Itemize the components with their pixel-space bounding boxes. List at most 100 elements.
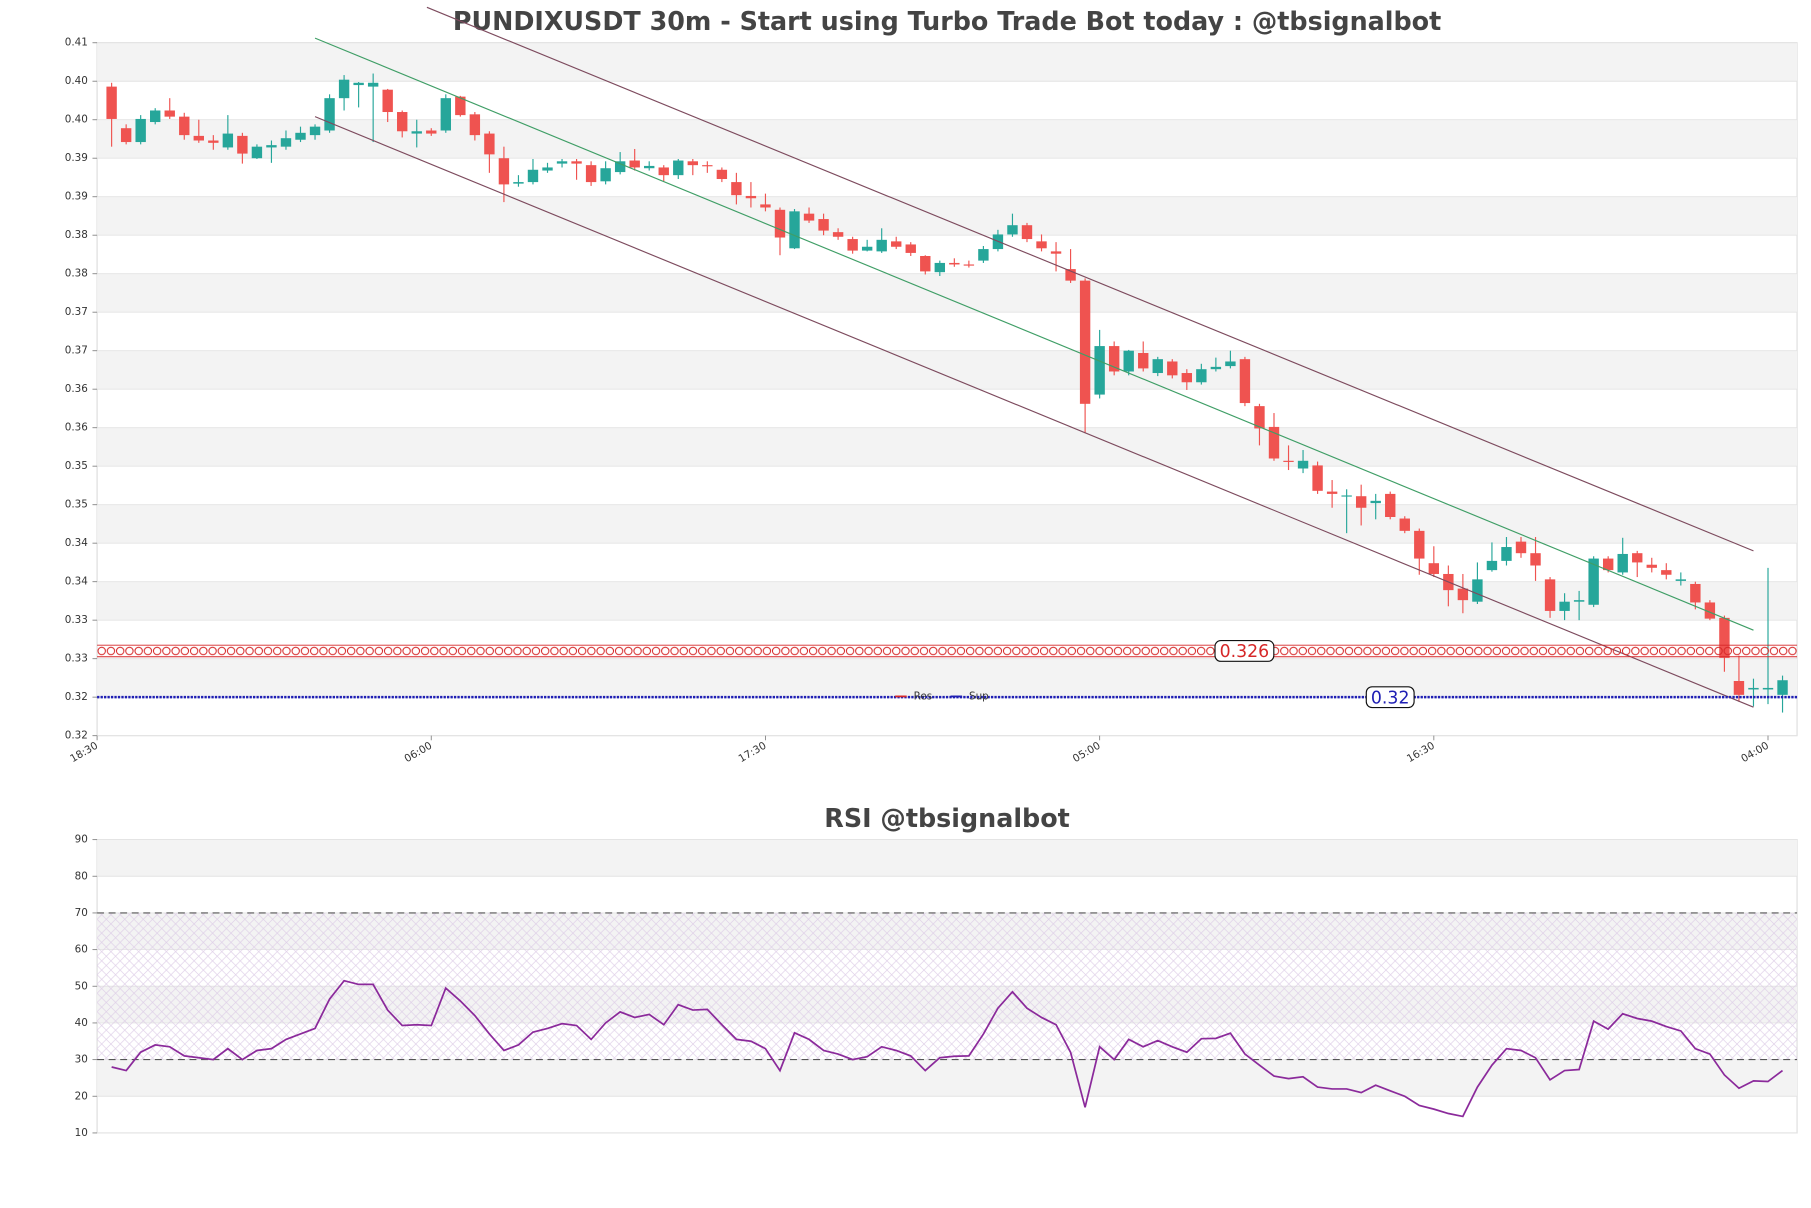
candle-body: [1312, 465, 1323, 491]
candle-body: [1123, 350, 1134, 372]
candle-body: [1632, 553, 1643, 563]
candle-body: [1094, 346, 1105, 395]
candle-body: [353, 82, 364, 86]
candle-body: [1704, 602, 1716, 619]
candle-body: [542, 167, 553, 171]
candle-body: [1268, 426, 1280, 459]
candle-body: [1457, 588, 1469, 601]
level-label-text: 0.326: [1220, 642, 1270, 662]
stripe: [97, 581, 1798, 621]
y-tick-label: 10: [75, 1127, 88, 1139]
candle-body: [1108, 346, 1120, 372]
candle-body: [367, 82, 379, 87]
candle-body: [382, 89, 393, 113]
level-label-box: [1214, 639, 1275, 662]
level-label: 0.32: [1365, 686, 1415, 709]
legend-label: Res: [914, 690, 933, 702]
candle-body: [266, 145, 277, 148]
candle-body: [1283, 460, 1294, 462]
candle-body: [1399, 518, 1410, 531]
candle-body: [861, 246, 873, 251]
candle-body: [513, 182, 524, 184]
chart-title: RSI @tbsignalbot: [824, 803, 1070, 833]
candle-body: [1007, 225, 1018, 235]
trend-line: [314, 37, 1754, 631]
candle-body: [1181, 373, 1193, 383]
candle-body: [1210, 366, 1222, 370]
candle-body: [556, 161, 568, 164]
candle-body: [1326, 491, 1338, 494]
candle-body: [774, 209, 786, 238]
y-tick-label: 0.35: [65, 499, 88, 511]
candle-body: [1297, 460, 1309, 469]
candle-body: [1385, 493, 1396, 517]
candle-body: [1254, 406, 1265, 429]
y-tick-label: 0.33: [65, 614, 88, 626]
candle-body: [135, 118, 146, 143]
y-tick-label: 0.36: [65, 422, 88, 434]
candle-body: [1646, 564, 1657, 568]
candle-body: [1559, 601, 1570, 611]
candle-body: [1530, 553, 1541, 566]
candle-body: [1690, 583, 1701, 603]
candle-body: [193, 135, 204, 141]
candle-body: [280, 138, 292, 147]
candle-body: [731, 182, 742, 196]
candle-body: [1370, 500, 1381, 504]
candle-body: [164, 110, 175, 117]
candle-body: [455, 96, 466, 116]
candle-body: [920, 255, 931, 272]
y-tick-label: 0.36: [65, 383, 88, 395]
x-tick-label: 05:00: [1071, 740, 1103, 765]
level-band: [97, 645, 1798, 657]
x-tick-label: 18:30: [68, 740, 100, 765]
candle-body: [150, 110, 161, 123]
y-tick-label: 0.40: [65, 75, 88, 87]
y-tick-label: 20: [75, 1090, 88, 1102]
candle-body: [614, 161, 626, 173]
stripe: [97, 196, 1798, 236]
candle-body: [426, 130, 437, 134]
rsi-line: [111, 979, 1784, 1118]
candle-body: [644, 165, 655, 169]
level-label: 0.326: [1214, 639, 1275, 662]
level-label-box: [1365, 686, 1415, 709]
candle-body: [891, 241, 902, 247]
y-tick-label: 70: [75, 907, 88, 919]
candle-body: [1239, 359, 1251, 404]
x-tick-label: 04:00: [1739, 740, 1771, 765]
legend-label: Sup: [969, 690, 989, 702]
candle-body: [237, 135, 248, 154]
candle-body: [1617, 553, 1628, 573]
y-tick-label: 80: [75, 870, 88, 882]
stripe: [97, 427, 1798, 467]
candle-body: [1355, 496, 1367, 508]
candle-body: [760, 204, 771, 208]
x-tick-label: 17:30: [737, 740, 769, 765]
candle-body: [818, 219, 829, 231]
candle-body: [1588, 558, 1599, 605]
candle-body: [702, 165, 713, 167]
y-tick-label: 0.32: [65, 691, 88, 703]
stripe: [97, 504, 1798, 544]
candle-body: [789, 211, 800, 249]
candle-body: [1167, 361, 1178, 376]
stripe: [97, 658, 1798, 698]
candle-body: [338, 79, 350, 99]
candle-body: [1472, 579, 1483, 602]
candle-body: [658, 167, 669, 176]
candle-body: [832, 232, 844, 237]
candle-body: [905, 244, 916, 253]
stripe: [97, 119, 1798, 159]
candle-body: [1428, 563, 1440, 574]
candle-body: [934, 262, 946, 273]
candle-body: [687, 161, 699, 166]
y-tick-label: 0.39: [65, 152, 88, 164]
candle-body: [1733, 680, 1745, 695]
candle-body: [411, 131, 422, 134]
candle-body: [1152, 359, 1163, 374]
chart-title: PUNDIXUSDT 30m - Start using Turbo Trade…: [453, 6, 1441, 36]
x-tick-label: 06:00: [402, 740, 434, 765]
candle-body: [222, 133, 234, 148]
candle-body: [397, 112, 408, 132]
